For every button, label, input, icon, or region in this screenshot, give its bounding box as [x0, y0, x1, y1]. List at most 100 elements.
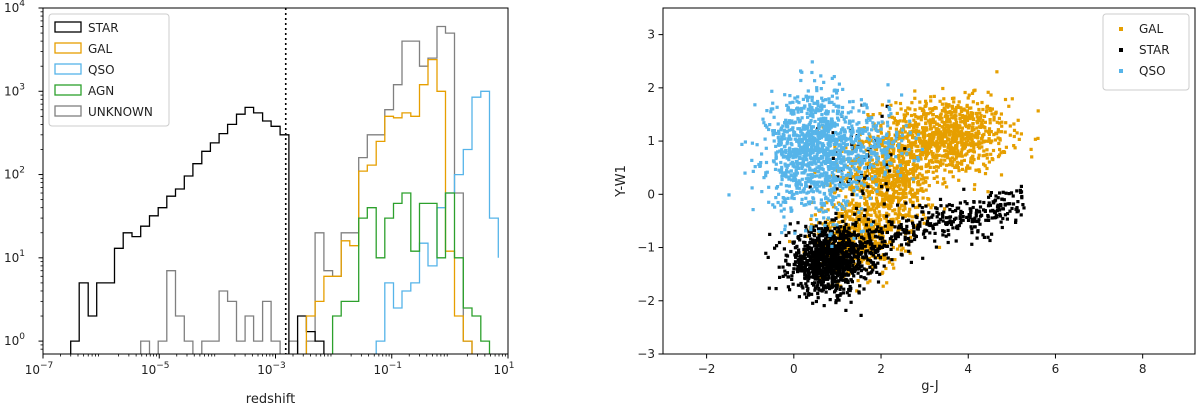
scatter-point-gal: [994, 112, 997, 115]
scatter-point-gal: [905, 174, 908, 177]
scatter-point-star: [837, 237, 840, 240]
scatter-point-qso: [850, 140, 853, 143]
scatter-point-qso: [841, 179, 844, 182]
scatter-point-qso: [896, 170, 899, 173]
scatter-point-gal: [899, 102, 902, 105]
scatter-point-gal: [833, 191, 836, 194]
scatter-point-qso: [810, 119, 813, 122]
scatter-point-qso: [833, 122, 836, 125]
series-agn-step: [333, 193, 490, 356]
scatter-point-qso: [764, 174, 767, 177]
scatter-point-gal: [952, 175, 955, 178]
scatter-point-star: [805, 285, 808, 288]
scatter-point-gal: [1034, 138, 1037, 141]
scatter-point-star: [1021, 203, 1024, 206]
scatter-point-qso: [800, 183, 803, 186]
scatter-point-gal: [922, 176, 925, 179]
scatter-point-qso: [819, 147, 822, 150]
scatter-point-qso: [830, 201, 833, 204]
scatter-point-qso: [810, 181, 813, 184]
scatter-point-qso: [801, 162, 804, 165]
scatter-point-qso: [817, 131, 820, 134]
scatter-point-qso: [781, 137, 784, 140]
scatter-point-gal: [930, 107, 933, 110]
scatter-point-qso: [857, 211, 860, 214]
scatter-point-gal: [880, 132, 883, 135]
scatter-point-qso: [837, 170, 840, 173]
scatter-point-star: [987, 215, 990, 218]
scatter-point-gal: [921, 142, 924, 145]
scatter-point-star: [851, 193, 854, 196]
scatter-point-star: [869, 271, 872, 274]
scatter-point-star: [894, 237, 897, 240]
scatter-point-gal: [910, 101, 913, 104]
scatter-point-qso: [886, 156, 889, 159]
scatter-point-qso: [806, 112, 809, 115]
scatter-point-qso: [855, 155, 858, 158]
scatter-point-qso: [752, 170, 755, 173]
scatter-point-gal: [911, 215, 914, 218]
scatter-point-gal: [936, 175, 939, 178]
scatter-point-qso: [822, 216, 825, 219]
scatter-point-gal: [881, 197, 884, 200]
scatter-point-gal: [958, 113, 961, 116]
scatter-point-gal: [955, 164, 958, 167]
scatter-point-qso: [817, 140, 820, 143]
scatter-point-qso: [842, 176, 845, 179]
scatter-point-qso: [831, 77, 834, 80]
scatter-point-star: [1005, 192, 1008, 195]
scatter-point-qso: [798, 187, 801, 190]
scatter-point-star: [890, 258, 893, 261]
scatter-point-qso: [884, 141, 887, 144]
scatter-point-gal: [891, 263, 894, 266]
scatter-point-qso: [899, 174, 902, 177]
x-tick-exp: −3: [273, 361, 286, 371]
scatter-point-star: [956, 227, 959, 230]
scatter-point-qso: [833, 179, 836, 182]
scatter-point-gal: [948, 111, 951, 114]
scatter-point-gal: [847, 209, 850, 212]
scatter-point-star: [830, 218, 833, 221]
scatter-point-qso: [841, 106, 844, 109]
scatter-point-star: [854, 268, 857, 271]
scatter-point-gal: [857, 279, 860, 282]
scatter-point-gal: [906, 214, 909, 217]
scatter-point-gal: [900, 144, 903, 147]
scatter-point-qso: [841, 187, 844, 190]
scatter-point-gal: [894, 212, 897, 215]
scatter-point-star: [850, 261, 853, 264]
scatter-point-gal: [895, 178, 898, 181]
scatter-point-qso: [823, 192, 826, 195]
scatter-point-gal: [938, 124, 941, 127]
scatter-point-gal: [893, 170, 896, 173]
scatter-point-qso: [819, 74, 822, 77]
scatter-point-star: [853, 248, 856, 251]
scatter-point-gal: [788, 240, 791, 243]
scatter-point-gal: [935, 157, 938, 160]
histogram-legend: STARGALQSOAGNUNKNOWN: [49, 14, 169, 126]
scatter-point-qso: [855, 135, 858, 138]
scatter-point-qso: [866, 128, 869, 131]
scatter-point-gal: [943, 207, 946, 210]
scatter-point-qso: [752, 208, 755, 211]
scatter-point-star: [994, 194, 997, 197]
scatter-point-star: [902, 231, 905, 234]
scatter-point-qso: [870, 223, 873, 226]
scatter-point-gal: [935, 165, 938, 168]
scatter-point-gal: [982, 149, 985, 152]
scatter-point-qso: [838, 167, 841, 170]
scatter-point-star: [986, 236, 989, 239]
scatter-point-gal: [985, 167, 988, 170]
scatter-point-qso: [776, 106, 779, 109]
scatter-point-qso: [786, 130, 789, 133]
scatter-point-gal: [901, 177, 904, 180]
scatter-point-qso: [847, 126, 850, 129]
scatter-point-gal: [902, 172, 905, 175]
scatter-point-qso: [884, 171, 887, 174]
scatter-point-qso: [883, 163, 886, 166]
scatter-point-gal: [970, 111, 973, 114]
scatter-point-star: [799, 254, 802, 257]
scatter-point-gal: [958, 124, 961, 127]
scatter-point-qso: [891, 145, 894, 148]
scatter-point-qso: [826, 197, 829, 200]
